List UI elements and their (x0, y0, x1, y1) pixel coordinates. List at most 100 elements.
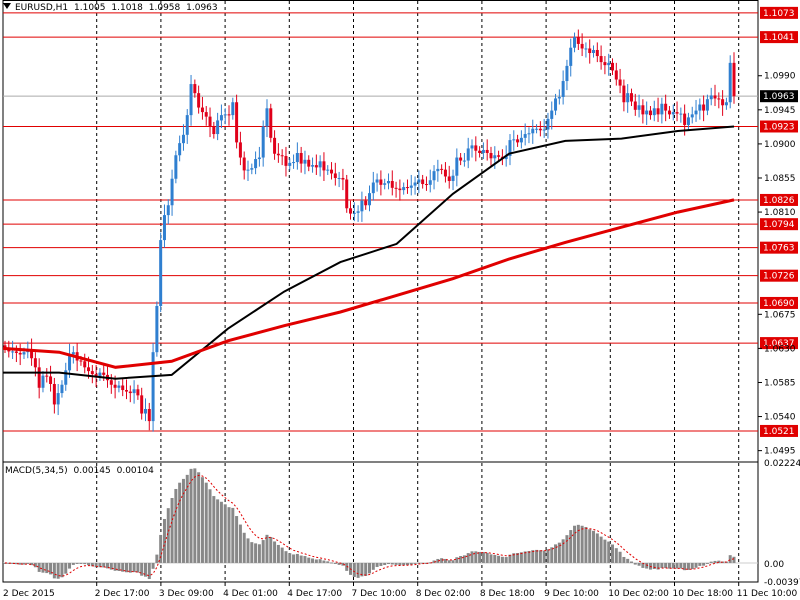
candle-body (459, 157, 463, 161)
macd-signal-value: 0.00104 (116, 466, 154, 476)
candle-body (364, 200, 368, 206)
candle-body (197, 93, 201, 108)
horizontal-levels: 1.1073 1.1041 1.0923 1.0826 1.0794 1.0763 1.07… (3, 6, 798, 437)
macd-signal-line (4, 474, 735, 577)
price-level-label: 1.0923 (763, 122, 795, 132)
macd-bar (629, 561, 633, 563)
macd-bar (497, 555, 501, 563)
macd-bar (664, 562, 668, 569)
candle-body (292, 162, 296, 164)
macd-bar (667, 562, 671, 569)
candle-body (728, 62, 732, 103)
macd-bar (428, 562, 432, 564)
macd-bar (299, 555, 303, 563)
macd-bar (140, 562, 144, 576)
candle-body (508, 140, 512, 157)
candle-body (30, 349, 34, 359)
candle-body (633, 101, 637, 110)
candle-body (64, 370, 68, 385)
candle-body (52, 383, 56, 405)
macd-bar (216, 499, 220, 563)
price-level-box (760, 120, 798, 133)
dropdown-triangle-icon[interactable] (3, 3, 11, 9)
candle-body (724, 102, 728, 106)
candle-body (352, 212, 356, 214)
candle-body (542, 129, 546, 131)
macd-bar (709, 561, 713, 563)
candle-body (379, 179, 383, 185)
candle-body (314, 165, 318, 168)
macd-bar (284, 551, 288, 563)
macd-bar (554, 544, 558, 563)
macd-y-tick-label: -0.00397 (764, 578, 800, 588)
macd-bar (337, 562, 341, 565)
macd-bar (436, 558, 440, 563)
macd-bar (52, 562, 56, 579)
candle-body (405, 187, 409, 189)
candle-body (535, 128, 539, 130)
candle-body (717, 98, 721, 100)
y-tick-label: 1.0675 (764, 310, 796, 320)
candle-body (185, 115, 189, 135)
macd-bar (394, 562, 398, 565)
macd-bar (132, 562, 136, 573)
candle-body (497, 155, 501, 157)
macd-bar (565, 535, 569, 563)
candles (3, 29, 736, 432)
macd-bar (595, 533, 599, 563)
y-tick-label: 1.0945 (764, 106, 796, 116)
macd-bar (417, 562, 421, 564)
macd-bar (607, 541, 611, 563)
x-tick-label: 8 Dec 18:00 (480, 589, 535, 599)
macd-bar (356, 562, 360, 578)
price-level-label: 1.0726 (763, 272, 795, 282)
candle-body (424, 184, 428, 186)
macd-bar (162, 518, 166, 563)
candle-body (462, 160, 466, 162)
macd-bar (614, 548, 618, 563)
candle-body (466, 148, 470, 161)
candle-body (276, 153, 280, 156)
macd-bar (56, 562, 60, 579)
macd-bar (109, 562, 113, 570)
candle-body (660, 103, 664, 115)
candle-body (349, 208, 353, 214)
macd-bar (254, 543, 258, 563)
candle-body (622, 85, 626, 103)
y-tick-label: 1.0630 (764, 344, 796, 354)
candle-body (618, 79, 622, 86)
candle-body (679, 113, 683, 115)
candle-body (481, 149, 485, 153)
y-tick-label: 1.0990 (764, 72, 796, 82)
macd-bar (174, 488, 178, 563)
price-level-label: 1.0690 (763, 299, 795, 309)
macd-bar (113, 562, 117, 571)
current-price-box (760, 90, 798, 103)
macd-bar (660, 562, 664, 568)
macd-bar (698, 562, 702, 566)
y-tick-label: 1.0855 (764, 174, 796, 184)
macd-bar (383, 562, 387, 566)
candle-body (402, 187, 406, 191)
macd-bar (121, 562, 125, 572)
candle-body (565, 65, 569, 82)
candle-body (102, 372, 106, 375)
price-level-box (760, 6, 798, 19)
macd-bar (611, 544, 614, 563)
y-tick-label: 1.0495 (764, 447, 796, 457)
macd-bar (626, 558, 630, 563)
candle-body (523, 134, 527, 138)
candle-body (155, 305, 159, 353)
macd-bar (641, 562, 645, 568)
macd-bar (295, 553, 299, 563)
macd-bar (155, 554, 159, 563)
macd-bar (341, 562, 345, 566)
candle-body (33, 358, 37, 368)
candle-body (189, 84, 193, 116)
macd-bar (523, 551, 527, 563)
candle-body (576, 37, 580, 44)
time-axis: 2 Dec 2015 2 Dec 17:00 3 Dec 09:00 4 Dec 01… (3, 582, 797, 599)
macd-bar (637, 562, 641, 566)
candle-body (447, 176, 451, 182)
